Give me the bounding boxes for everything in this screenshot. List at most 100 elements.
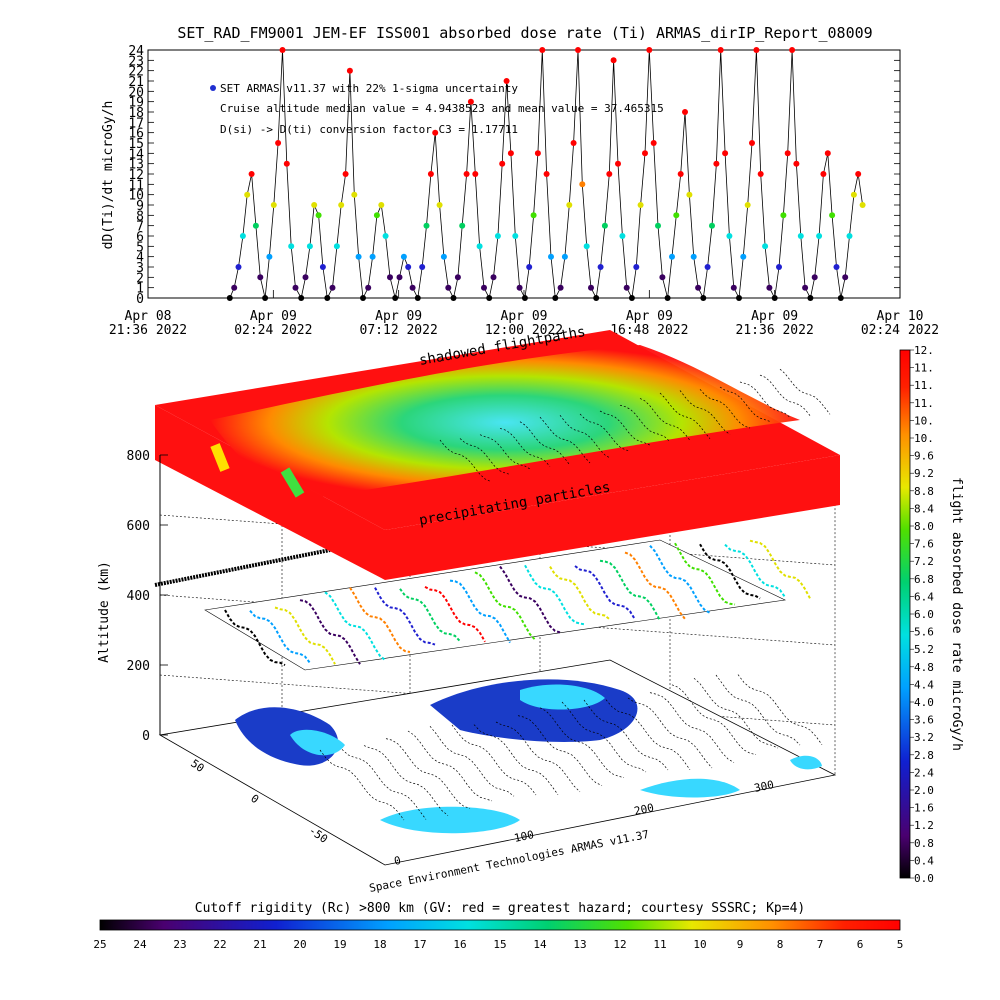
rc-tick-label: 6.0 <box>914 608 934 621</box>
ytick-label: 19 <box>128 96 144 111</box>
orbit-track <box>737 674 823 745</box>
data-point <box>601 222 608 229</box>
data-point <box>387 274 393 281</box>
xtick-time: 07:12 2022 <box>360 323 438 338</box>
shell-front <box>385 455 840 580</box>
data-point <box>432 129 439 136</box>
lon-tick-100: 100 <box>513 828 535 845</box>
figure-title: SET_RAD_FM9001 JEM-EF ISS001 absorbed do… <box>177 24 872 42</box>
data-point <box>400 253 407 260</box>
orbit-track <box>424 586 486 643</box>
data-point <box>490 274 497 281</box>
data-point <box>436 202 443 208</box>
data-point <box>557 284 564 291</box>
data-point <box>780 212 787 219</box>
data-point <box>369 253 376 260</box>
bc-tick-label: 18 <box>373 938 386 951</box>
orbit-track <box>249 610 311 664</box>
data-point <box>606 171 613 177</box>
data-point <box>298 295 305 301</box>
data-point <box>494 233 501 239</box>
orbit-track <box>724 543 786 598</box>
data-point <box>530 212 537 219</box>
orbit-track <box>759 374 811 416</box>
lon-tick-0: 0 <box>393 854 402 868</box>
data-point <box>588 284 594 291</box>
data-point <box>373 212 380 219</box>
rc-tick-label: 6.8 <box>914 573 934 586</box>
orbit-track <box>674 542 736 606</box>
lon-axis: 0 100 200 300 <box>393 778 775 868</box>
data-point <box>454 274 461 281</box>
flight-tracks <box>224 539 811 667</box>
lat-tick-50: 50 <box>188 757 206 775</box>
ytick-label: 21 <box>128 75 144 90</box>
data-point <box>512 233 519 239</box>
data-point <box>846 233 853 239</box>
rc-tick-label: 3.6 <box>914 714 934 727</box>
data-point <box>360 295 366 301</box>
rc-tick-label: 9.6 <box>914 450 934 463</box>
rc-tick-label: 7.6 <box>914 538 934 551</box>
data-point <box>642 150 648 157</box>
data-point <box>351 191 358 198</box>
data-point <box>548 253 554 260</box>
data-point <box>396 274 403 281</box>
data-point <box>722 150 729 157</box>
data-point <box>311 202 318 208</box>
rc-tick-label: 8.0 <box>914 520 934 533</box>
orbit-track <box>459 438 511 475</box>
orbit-track <box>479 434 531 470</box>
data-point <box>283 160 290 167</box>
data-point <box>288 243 295 250</box>
data-point <box>507 150 514 157</box>
orbit-track <box>539 416 591 464</box>
data-point <box>811 274 818 281</box>
xtick-time: 16:48 2022 <box>610 323 688 338</box>
altitude-label: Altitude (km) <box>97 561 112 663</box>
right-colorbar: 0.0 0.4 0.8 1.2 1.6 2.0 2.4 2.8 3.2 3.6 4.0 4.4 4.8 5… <box>899 344 964 885</box>
rc-tick-label: 11. <box>914 397 934 410</box>
orbit-track <box>499 565 561 634</box>
data-point <box>244 191 251 198</box>
data-point <box>315 212 322 219</box>
flight-plane-surface <box>204 539 787 671</box>
rc-tick-label: 1.6 <box>914 802 934 815</box>
legend-line-2: Cruise altitude median value = 4.9438523… <box>220 102 664 115</box>
ytick-label: 18 <box>128 106 144 121</box>
bc-tick-label: 17 <box>413 938 426 951</box>
legend-line-3: D(si) -> D(ti) conversion factor C3 = 1.… <box>220 123 518 136</box>
data-point <box>319 264 326 270</box>
orbit-track <box>671 684 757 756</box>
data-point <box>450 295 457 301</box>
rc-tick-label: 12. <box>914 344 934 357</box>
data-point <box>709 222 715 229</box>
data-point <box>226 295 233 301</box>
shell-stripe-yellow <box>210 443 230 472</box>
right-colorbar-label: flight absorbed dose rate microGy/h <box>949 477 964 751</box>
right-colorbar-ticks: 0.0 0.4 0.8 1.2 1.6 2.0 2.4 2.8 3.2 3.6 4.0 4.4 4.8 5… <box>910 344 934 885</box>
bc-tick-label: 20 <box>293 938 306 951</box>
bc-tick-label: 9 <box>737 938 744 951</box>
floor-plane <box>158 659 837 866</box>
rc-tick-label: 4.4 <box>914 678 934 691</box>
ytick-label: 2 <box>136 271 144 286</box>
data-point <box>355 253 362 260</box>
data-point <box>516 284 523 291</box>
xtick-date: Apr 10 <box>877 309 924 324</box>
data-point <box>776 264 782 270</box>
rc-tick-label: 4.0 <box>914 696 934 709</box>
data-point <box>842 274 849 281</box>
shell-band <box>210 345 800 500</box>
orbit-track <box>429 725 515 797</box>
ytick-label: 9 <box>136 199 144 214</box>
data-point <box>850 191 857 198</box>
data-point <box>440 253 447 260</box>
shell-tracks <box>439 368 831 482</box>
xtick-date: Apr 09 <box>751 309 798 324</box>
data-point <box>637 202 644 208</box>
ytick-label: 10 <box>128 189 144 204</box>
orbit-track <box>599 410 651 446</box>
orbit-track <box>299 599 361 665</box>
data-point <box>713 160 720 167</box>
